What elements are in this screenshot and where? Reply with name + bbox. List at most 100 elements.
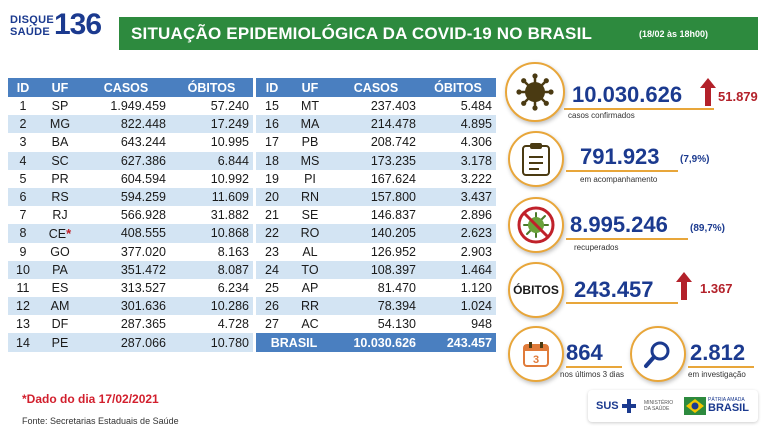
cell-casos-text: 214.478 bbox=[370, 117, 416, 132]
last3days-value: 864 bbox=[566, 340, 603, 365]
total-obitos: 243.457 bbox=[420, 333, 496, 352]
states-table-right: ID UF CASOS ÓBITOS 15 MT 237.403 5.484 16 MA 2… bbox=[256, 78, 496, 352]
total-casos: 10.030.626 bbox=[332, 333, 420, 352]
table-row: 13 DF 287.365 4.728 bbox=[8, 315, 253, 334]
cell-id-text: 22 bbox=[265, 226, 279, 241]
table-row: 12 AM 301.636 10.286 bbox=[8, 297, 253, 316]
cell-casos-text: 351.472 bbox=[120, 262, 166, 277]
page-title: SITUAÇÃO EPIDEMIOLÓGICA DA COVID-19 NO B… bbox=[131, 24, 593, 43]
cell-id: 19 bbox=[256, 169, 288, 188]
cell-uf-text: AC bbox=[301, 317, 319, 332]
cell-uf-text: SE bbox=[301, 208, 319, 223]
cell-uf: DF bbox=[38, 315, 82, 334]
table-row: 23 AL 126.952 2.903 bbox=[256, 242, 496, 261]
cell-uf-text: AP bbox=[301, 280, 319, 295]
cell-uf: TO bbox=[288, 260, 332, 279]
cell-casos-text: 1.949.459 bbox=[110, 99, 166, 114]
col-header-id: ID bbox=[256, 78, 288, 97]
cell-casos: 287.066 bbox=[82, 333, 170, 352]
following-underline bbox=[566, 170, 678, 172]
cell-obitos-text: 948 bbox=[471, 317, 492, 332]
cell-casos: 237.403 bbox=[332, 97, 420, 116]
cell-id-text: 18 bbox=[265, 153, 279, 168]
cell-casos-text: 208.742 bbox=[370, 135, 416, 150]
cell-uf: BA bbox=[38, 133, 82, 152]
recovered-circle bbox=[508, 197, 564, 253]
confirmed-underline bbox=[564, 108, 714, 110]
deaths-value: 243.457 bbox=[574, 277, 654, 302]
cell-obitos-text: 10.992 bbox=[210, 171, 249, 186]
cell-obitos-text: 3.437 bbox=[460, 190, 492, 205]
cell-casos-text: 408.555 bbox=[120, 226, 166, 241]
cell-id: 22 bbox=[256, 224, 288, 243]
table-row: 7 RJ 566.928 31.882 bbox=[8, 206, 253, 225]
cell-uf: AL bbox=[288, 242, 332, 261]
cell-obitos: 3.437 bbox=[420, 187, 496, 207]
cell-casos: 643.244 bbox=[82, 133, 170, 152]
cell-uf: ES bbox=[38, 278, 82, 298]
flag-icon bbox=[684, 397, 706, 415]
table-row: 10 PA 351.472 8.087 bbox=[8, 260, 253, 279]
cross-icon bbox=[622, 399, 636, 413]
cell-obitos: 6.234 bbox=[170, 278, 253, 298]
cell-id-text: 4 bbox=[19, 153, 27, 168]
cell-id: 11 bbox=[8, 278, 38, 298]
cell-uf-text: GO bbox=[50, 244, 70, 259]
cell-uf: SP bbox=[38, 97, 82, 116]
cell-obitos: 3.222 bbox=[420, 169, 496, 188]
cell-casos: 78.394 bbox=[332, 297, 420, 316]
cell-id-text: 20 bbox=[265, 190, 279, 205]
cell-casos: 126.952 bbox=[332, 242, 420, 261]
cell-obitos: 1.024 bbox=[420, 297, 496, 316]
cell-obitos-text: 2.896 bbox=[460, 208, 492, 223]
cell-casos: 140.205 bbox=[332, 224, 420, 243]
cell-casos: 287.365 bbox=[82, 315, 170, 334]
following-pct: (7,9%) bbox=[680, 154, 710, 165]
deaths-underline bbox=[566, 302, 678, 304]
deaths-delta: 1.367 bbox=[700, 281, 733, 296]
cell-casos-text: 167.624 bbox=[370, 171, 416, 186]
cell-casos: 81.470 bbox=[332, 278, 420, 298]
table-row: 20 RN 157.800 3.437 bbox=[256, 187, 496, 207]
following-label: em acompanhamento bbox=[580, 175, 658, 184]
cell-id-text: 26 bbox=[265, 299, 279, 314]
investigation-label: em investigação bbox=[688, 370, 746, 379]
cell-uf-text: RR bbox=[300, 299, 320, 314]
cell-id: 9 bbox=[8, 242, 38, 261]
cell-id-text: 19 bbox=[265, 171, 279, 186]
states-table-left: ID UF CASOS ÓBITOS 1 SP 1.949.459 57.240 2 MG… bbox=[8, 78, 253, 352]
cell-uf: RR bbox=[288, 297, 332, 316]
cell-id: 10 bbox=[8, 260, 38, 279]
cell-uf: AM bbox=[38, 297, 82, 316]
cell-uf: SC bbox=[38, 151, 82, 170]
cell-obitos-text: 1.464 bbox=[460, 262, 492, 277]
col-header-uf: UF bbox=[288, 78, 332, 97]
cell-casos: 1.949.459 bbox=[82, 97, 170, 116]
cell-casos: 301.636 bbox=[82, 297, 170, 316]
cell-id: 5 bbox=[8, 169, 38, 188]
col-header-uf: UF bbox=[38, 78, 82, 97]
cell-obitos: 10.780 bbox=[170, 333, 253, 352]
cell-casos-text: 627.386 bbox=[120, 153, 166, 168]
cell-id: 17 bbox=[256, 133, 288, 152]
table-row: 1 SP 1.949.459 57.240 bbox=[8, 97, 253, 116]
cell-uf: MT bbox=[288, 97, 332, 116]
virus-icon bbox=[516, 73, 554, 111]
table-row: 16 MA 214.478 4.895 bbox=[256, 115, 496, 134]
cell-uf-text: PI bbox=[304, 171, 316, 186]
cell-casos: 566.928 bbox=[82, 206, 170, 225]
cell-obitos: 4.306 bbox=[420, 133, 496, 152]
cell-uf: PB bbox=[288, 133, 332, 152]
logo-number: 136 bbox=[54, 8, 102, 41]
cell-obitos: 1.120 bbox=[420, 278, 496, 298]
cell-obitos-text: 8.163 bbox=[217, 244, 249, 259]
cell-obitos: 4.895 bbox=[420, 115, 496, 134]
cell-casos-text: 604.594 bbox=[120, 171, 166, 186]
cell-casos-text: 78.394 bbox=[377, 299, 416, 314]
cell-obitos-text: 8.087 bbox=[217, 262, 249, 277]
cell-obitos-text: 10.995 bbox=[210, 135, 249, 150]
cell-uf-text: RS bbox=[51, 190, 69, 205]
cell-id-text: 9 bbox=[19, 244, 27, 259]
cell-casos-text: 126.952 bbox=[370, 244, 416, 259]
cell-uf-text: CE bbox=[48, 226, 67, 241]
